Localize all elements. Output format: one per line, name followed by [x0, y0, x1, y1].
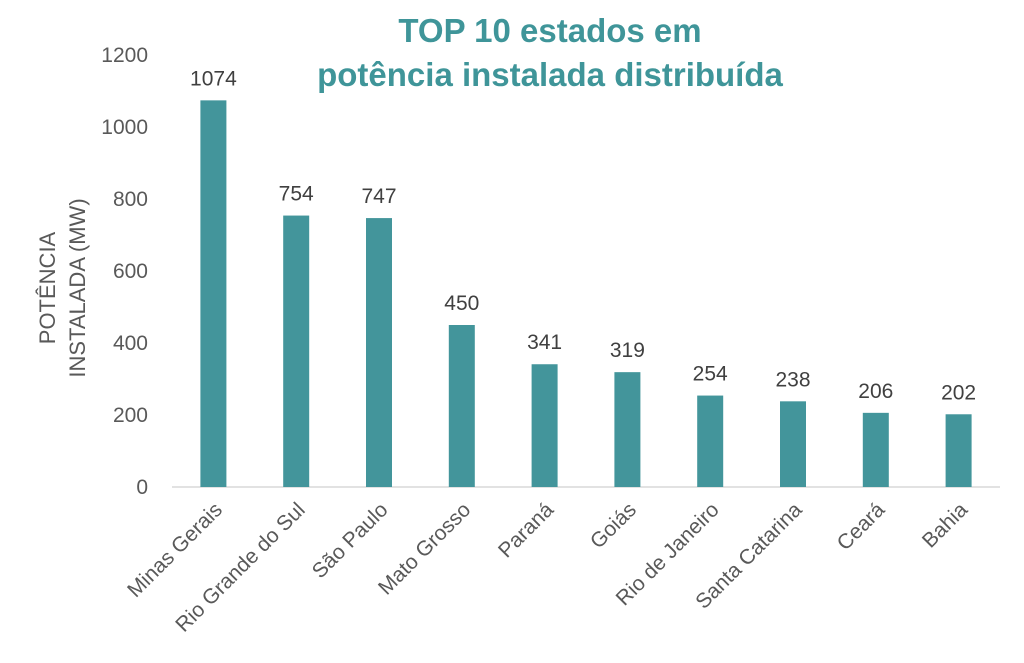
y-tick-label: 0 — [136, 476, 148, 499]
bar — [366, 218, 392, 487]
y-tick-label: 1000 — [101, 116, 148, 139]
data-label: 747 — [361, 185, 396, 208]
bar — [697, 395, 724, 487]
data-label: 754 — [279, 183, 314, 206]
data-label: 254 — [693, 363, 728, 386]
x-category-label: São Paulo — [308, 498, 393, 583]
bar — [862, 412, 889, 487]
y-axis-ticks: 0 200 400 600 800 1000 1200 — [101, 44, 148, 499]
x-category-label: Ceará — [833, 498, 890, 555]
data-labels: 1074 754 747 450 341 319 254 238 206 202 — [190, 67, 976, 404]
y-tick-label: 400 — [113, 332, 148, 355]
bar — [945, 414, 972, 487]
x-category-label: Paraná — [494, 498, 558, 562]
bar — [780, 401, 806, 487]
bar — [200, 100, 227, 488]
bar — [283, 215, 310, 487]
data-label: 206 — [858, 380, 893, 403]
y-axis-label-line-1: POTÊNCIA — [35, 231, 60, 344]
y-axis-label: POTÊNCIA INSTALADA (MW) — [35, 198, 90, 377]
y-tick-label: 200 — [113, 404, 148, 427]
data-label: 319 — [610, 339, 645, 362]
y-tick-label: 800 — [113, 188, 148, 211]
chart-title-line-1: TOP 10 estados em — [398, 12, 701, 49]
data-label: 1074 — [190, 67, 237, 90]
bar — [448, 325, 475, 487]
data-label: 450 — [444, 292, 479, 315]
x-category-label: Goiás — [586, 498, 641, 553]
x-category-label: Bahia — [918, 498, 972, 552]
bar — [614, 372, 641, 487]
data-label: 238 — [775, 368, 810, 391]
data-label: 202 — [941, 381, 976, 404]
y-axis-label-line-2: INSTALADA (MW) — [65, 198, 90, 377]
chart-title: TOP 10 estados em potência instalada dis… — [317, 12, 783, 93]
chart-title-line-2: potência instalada distribuída — [317, 56, 783, 93]
y-tick-label: 1200 — [101, 44, 148, 67]
bar — [531, 364, 558, 487]
data-label: 341 — [527, 331, 562, 354]
y-tick-label: 600 — [113, 260, 148, 283]
bars — [200, 100, 972, 488]
